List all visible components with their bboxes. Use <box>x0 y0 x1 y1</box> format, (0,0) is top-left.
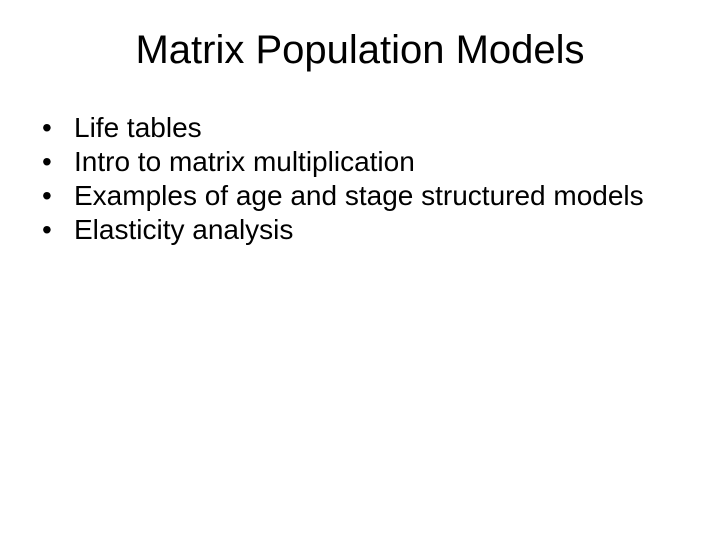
list-item: Elasticity analysis <box>36 213 690 247</box>
list-item: Life tables <box>36 111 690 145</box>
bullet-list: Life tables Intro to matrix multiplicati… <box>30 111 690 248</box>
list-item: Examples of age and stage structured mod… <box>36 179 690 213</box>
list-item: Intro to matrix multiplication <box>36 145 690 179</box>
slide-title: Matrix Population Models <box>30 28 690 73</box>
slide: Matrix Population Models Life tables Int… <box>0 0 720 540</box>
